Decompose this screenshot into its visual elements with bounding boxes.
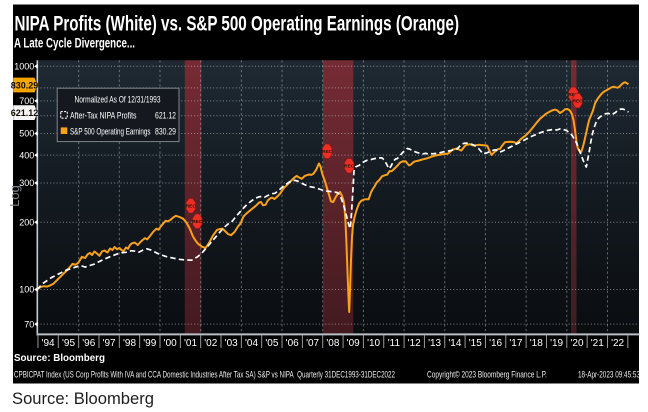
svg-text:830.29: 830.29 [155,127,176,137]
svg-text:700: 700 [19,96,34,106]
svg-text:REC: REC [186,204,197,210]
svg-text:'98: '98 [123,338,136,349]
svg-text:'97: '97 [103,338,116,349]
svg-text:REC: REC [322,149,333,155]
svg-text:NIPA Profits (White) vs. S&P 5: NIPA Profits (White) vs. S&P 500 Operati… [15,12,460,36]
svg-text:'96: '96 [82,338,95,349]
svg-text:Log: Log [7,185,22,207]
svg-text:'10: '10 [367,338,380,349]
svg-text:'00: '00 [164,338,177,349]
svg-text:'15: '15 [469,338,482,349]
svg-text:CPBICPAT Index (US Corp Profit: CPBICPAT Index (US Corp Profits With IVA… [14,370,395,380]
svg-text:REC: REC [344,163,355,169]
svg-text:'22: '22 [611,338,624,349]
svg-text:'94: '94 [42,338,55,349]
svg-text:1000: 1000 [14,62,34,72]
svg-text:100: 100 [19,285,34,295]
svg-text:'14: '14 [448,338,461,349]
svg-text:S&P 500 Operating Earnings: S&P 500 Operating Earnings [70,127,151,137]
svg-text:'13: '13 [428,338,441,349]
svg-text:'09: '09 [347,338,360,349]
svg-text:Normalized As Of 12/31/1993: Normalized As Of 12/31/1993 [75,94,161,104]
svg-text:70: 70 [24,319,34,329]
svg-text:REC: REC [573,98,584,104]
svg-text:400: 400 [19,150,34,160]
svg-text:200: 200 [19,218,34,228]
svg-text:REC: REC [192,219,203,225]
svg-text:'95: '95 [62,338,75,349]
svg-text:'05: '05 [265,338,278,349]
svg-text:'99: '99 [143,338,156,349]
svg-text:'02: '02 [204,338,217,349]
svg-text:18-Apr-2023 09:45:53: 18-Apr-2023 09:45:53 [578,370,640,380]
svg-text:REC: REC [568,92,579,98]
svg-text:'21: '21 [591,338,604,349]
svg-text:'17: '17 [509,338,522,349]
svg-text:Source: Bloomberg: Source: Bloomberg [14,352,105,364]
svg-text:621.12: 621.12 [155,111,176,121]
svg-text:A Late Cycle Divergence...: A Late Cycle Divergence... [14,36,135,51]
svg-text:'03: '03 [225,338,238,349]
svg-text:'18: '18 [530,338,543,349]
svg-text:'08: '08 [326,338,339,349]
svg-text:'19: '19 [550,338,563,349]
svg-text:'06: '06 [286,338,299,349]
svg-text:'20: '20 [570,338,583,349]
svg-text:300: 300 [19,178,34,188]
svg-text:Copyright© 2023 Bloomberg Fina: Copyright© 2023 Bloomberg Finance L.P. [427,370,547,380]
svg-text:'07: '07 [306,338,319,349]
svg-text:'12: '12 [408,338,421,349]
svg-text:Source: Bloomberg: Source: Bloomberg [12,389,154,408]
svg-text:'16: '16 [489,338,502,349]
svg-text:830.29: 830.29 [11,80,39,90]
svg-text:621.12: 621.12 [11,108,39,118]
svg-text:'01: '01 [184,338,197,349]
svg-text:500: 500 [19,129,34,139]
svg-text:'04: '04 [245,338,258,349]
svg-text:After-Tax NIPA Profits: After-Tax NIPA Profits [70,111,137,121]
svg-text:'11: '11 [388,338,401,349]
